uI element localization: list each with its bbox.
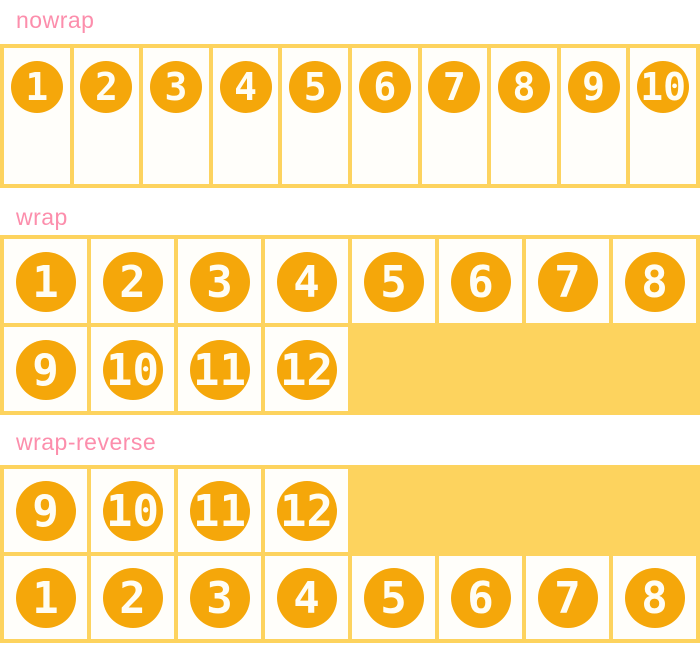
- number-circle: 10: [102, 481, 163, 541]
- flex-item: 8: [613, 239, 696, 323]
- number-circle: 3: [149, 61, 202, 113]
- flex-item: 5: [282, 48, 348, 184]
- flex-item: 1: [4, 556, 87, 639]
- flex-item: 3: [178, 239, 261, 323]
- flex-item: 1: [4, 239, 87, 323]
- section-label-wrap-reverse: wrap-reverse: [16, 429, 157, 455]
- flex-item: 10: [630, 48, 696, 184]
- number-circle: 5: [363, 252, 424, 312]
- number-circle: 7: [537, 568, 598, 628]
- section-label-wrap: wrap: [16, 204, 68, 230]
- number-circle: 9: [567, 61, 620, 113]
- number-circle: 4: [219, 61, 272, 113]
- number-circle: 2: [102, 568, 163, 628]
- flex-item: 5: [352, 239, 435, 323]
- number-circle: 11: [189, 340, 250, 400]
- number-circle: 1: [10, 61, 63, 113]
- flex-item: 6: [439, 239, 522, 323]
- number-circle: 5: [363, 568, 424, 628]
- number-circle: 2: [80, 61, 133, 113]
- flex-wrap-figure: nowrap 1 2 3 4 5 6 7 8 9 10 wrap 1 2 3 4 5 6 7 8 9 10 11 12 …: [0, 8, 700, 643]
- number-circle: 7: [428, 61, 481, 113]
- flex-item: 10: [91, 469, 174, 552]
- flex-item: 8: [613, 556, 696, 639]
- number-circle: 6: [450, 252, 511, 312]
- number-circle: 2: [102, 252, 163, 312]
- number-circle: 8: [624, 252, 685, 312]
- number-circle: 9: [15, 481, 76, 541]
- number-circle: 8: [497, 61, 550, 113]
- number-circle: 7: [537, 252, 598, 312]
- flex-item: 2: [91, 556, 174, 639]
- number-circle: 3: [189, 568, 250, 628]
- number-circle: 4: [276, 252, 337, 312]
- flex-item: 8: [491, 48, 557, 184]
- number-circle: 6: [358, 61, 411, 113]
- number-circle: 3: [189, 252, 250, 312]
- flex-item: 9: [560, 48, 627, 184]
- flex-item: 7: [421, 48, 488, 184]
- flex-container-wrap-reverse: 1 2 3 4 5 6 7 8 9 10 11 12: [0, 465, 700, 643]
- flex-item: 3: [178, 556, 261, 639]
- flex-item: 11: [178, 469, 261, 552]
- flex-container-nowrap: 1 2 3 4 5 6 7 8 9 10: [0, 44, 700, 188]
- number-circle: 11: [189, 481, 250, 541]
- flex-item: 4: [265, 556, 348, 639]
- flex-item: 12: [265, 469, 348, 552]
- flex-item: 4: [265, 239, 348, 323]
- flex-item: 6: [351, 48, 418, 184]
- flex-item: 2: [73, 48, 140, 184]
- number-circle: 12: [276, 340, 337, 400]
- flex-item: 1: [4, 48, 70, 184]
- number-circle: 8: [624, 568, 685, 628]
- number-circle: 5: [289, 61, 342, 113]
- number-circle: 4: [276, 568, 337, 628]
- flex-item: 7: [526, 556, 609, 639]
- flex-item: 7: [526, 239, 609, 323]
- number-circle: 6: [450, 568, 511, 628]
- number-circle: 12: [276, 481, 337, 541]
- flex-item: 9: [4, 327, 87, 411]
- flex-item: 12: [265, 327, 348, 411]
- flex-item: 2: [91, 239, 174, 323]
- section-label-nowrap: nowrap: [16, 7, 95, 33]
- flex-item: 5: [352, 556, 435, 639]
- flex-container-wrap: 1 2 3 4 5 6 7 8 9 10 11 12: [0, 235, 700, 415]
- flex-item: 11: [178, 327, 261, 411]
- number-circle: 9: [15, 340, 76, 400]
- flex-item: 3: [143, 48, 209, 184]
- flex-item: 10: [91, 327, 174, 411]
- flex-item: 4: [212, 48, 279, 184]
- flex-item: 9: [4, 469, 87, 552]
- flex-item: 6: [439, 556, 522, 639]
- number-circle: 10: [102, 340, 163, 400]
- number-circle: 10: [637, 61, 690, 113]
- number-circle: 1: [15, 252, 76, 312]
- number-circle: 1: [15, 568, 76, 628]
